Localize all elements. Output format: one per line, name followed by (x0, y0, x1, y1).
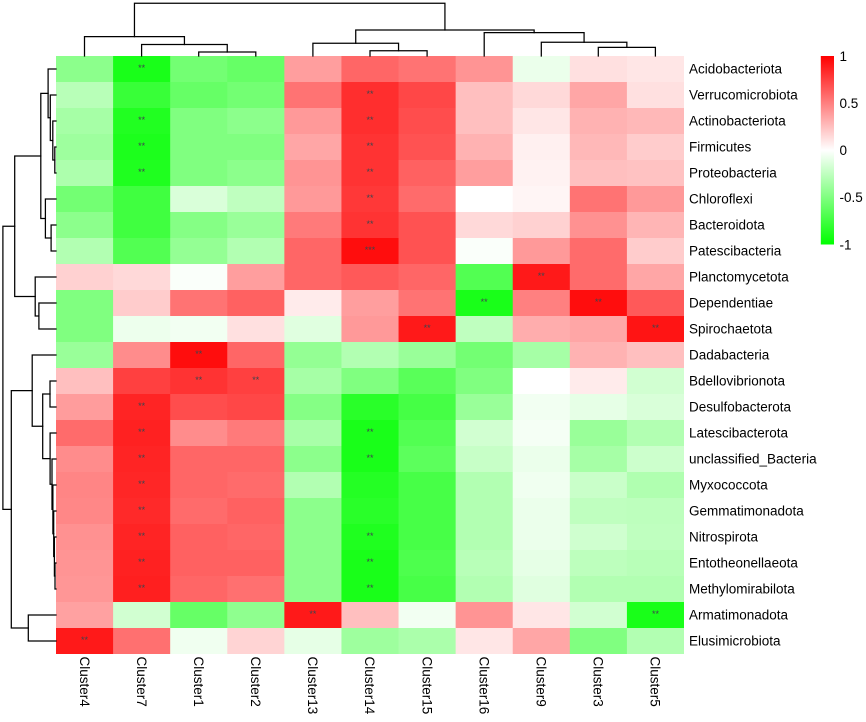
svg-text:Cluster4: Cluster4 (77, 657, 92, 708)
svg-text:**: ** (652, 609, 660, 619)
svg-text:**: ** (366, 167, 374, 177)
svg-text:Chloroflexi: Chloroflexi (689, 192, 753, 207)
svg-text:Cluster13: Cluster13 (305, 657, 320, 715)
svg-text:**: ** (538, 271, 546, 281)
svg-text:**: ** (366, 193, 374, 203)
svg-text:0: 0 (840, 143, 848, 158)
svg-text:**: ** (366, 583, 374, 593)
svg-text:Latescibacterota: Latescibacterota (689, 426, 789, 441)
svg-text:Verrucomicrobiota: Verrucomicrobiota (689, 88, 798, 103)
svg-text:unclassified_Bacteria: unclassified_Bacteria (689, 452, 817, 467)
svg-text:Entotheonellaeota: Entotheonellaeota (689, 556, 798, 571)
svg-text:-1: -1 (840, 237, 852, 252)
svg-text:Spirochaetota: Spirochaetota (689, 322, 773, 337)
svg-text:**: ** (138, 557, 146, 567)
svg-text:Nitrospirota: Nitrospirota (689, 530, 759, 545)
svg-text:**: ** (652, 323, 660, 333)
svg-text:Bacteroidota: Bacteroidota (689, 218, 765, 233)
svg-text:Cluster7: Cluster7 (134, 657, 149, 707)
svg-text:Cluster5: Cluster5 (648, 657, 663, 707)
svg-text:**: ** (195, 349, 203, 359)
svg-text:1: 1 (840, 49, 848, 64)
svg-text:Actinobacteriota: Actinobacteriota (689, 114, 786, 129)
svg-text:Planctomycetota: Planctomycetota (689, 270, 789, 285)
svg-text:Methylomirabilota: Methylomirabilota (689, 582, 795, 597)
svg-text:**: ** (195, 375, 203, 385)
svg-text:**: ** (138, 115, 146, 125)
svg-text:**: ** (138, 167, 146, 177)
svg-text:0.5: 0.5 (840, 96, 859, 111)
svg-text:Cluster16: Cluster16 (476, 657, 491, 715)
svg-text:**: ** (138, 427, 146, 437)
svg-text:**: ** (595, 297, 603, 307)
svg-text:Cluster9: Cluster9 (533, 657, 548, 707)
svg-text:**: ** (138, 401, 146, 411)
svg-text:**: ** (366, 89, 374, 99)
svg-text:**: ** (138, 531, 146, 541)
svg-text:**: ** (366, 141, 374, 151)
svg-text:Dadabacteria: Dadabacteria (689, 348, 770, 363)
svg-text:Cluster2: Cluster2 (248, 657, 263, 707)
svg-text:**: ** (138, 505, 146, 515)
svg-text:Elusimicrobiota: Elusimicrobiota (689, 634, 781, 649)
svg-text:***: *** (365, 245, 376, 255)
svg-text:Gemmatimonadota: Gemmatimonadota (689, 504, 804, 519)
svg-text:**: ** (138, 141, 146, 151)
svg-text:Firmicutes: Firmicutes (689, 140, 752, 155)
svg-text:**: ** (366, 427, 374, 437)
svg-text:**: ** (366, 557, 374, 567)
svg-text:**: ** (309, 609, 317, 619)
svg-text:**: ** (138, 453, 146, 463)
svg-text:Cluster3: Cluster3 (591, 657, 606, 707)
svg-text:Patescibacteria: Patescibacteria (689, 244, 782, 259)
svg-text:**: ** (424, 323, 432, 333)
svg-text:Myxococcota: Myxococcota (689, 478, 768, 493)
svg-text:Cluster14: Cluster14 (362, 657, 377, 715)
svg-text:**: ** (81, 635, 89, 645)
svg-text:Proteobacteria: Proteobacteria (689, 166, 777, 181)
svg-text:**: ** (252, 375, 260, 385)
svg-text:Desulfobacterota: Desulfobacterota (689, 400, 792, 415)
svg-text:**: ** (366, 219, 374, 229)
svg-text:-0.5: -0.5 (840, 190, 863, 205)
svg-text:**: ** (138, 479, 146, 489)
svg-text:**: ** (366, 453, 374, 463)
svg-text:Armatimonadota: Armatimonadota (689, 608, 789, 623)
svg-text:**: ** (138, 583, 146, 593)
svg-text:Dependentiae: Dependentiae (689, 296, 773, 311)
svg-text:**: ** (366, 531, 374, 541)
svg-text:Acidobacteriota: Acidobacteriota (689, 62, 783, 77)
svg-text:**: ** (138, 63, 146, 73)
svg-text:Cluster1: Cluster1 (191, 657, 206, 707)
svg-text:**: ** (366, 115, 374, 125)
svg-text:Bdellovibrionota: Bdellovibrionota (689, 374, 786, 389)
svg-text:Cluster15: Cluster15 (419, 657, 434, 715)
svg-text:**: ** (481, 297, 489, 307)
